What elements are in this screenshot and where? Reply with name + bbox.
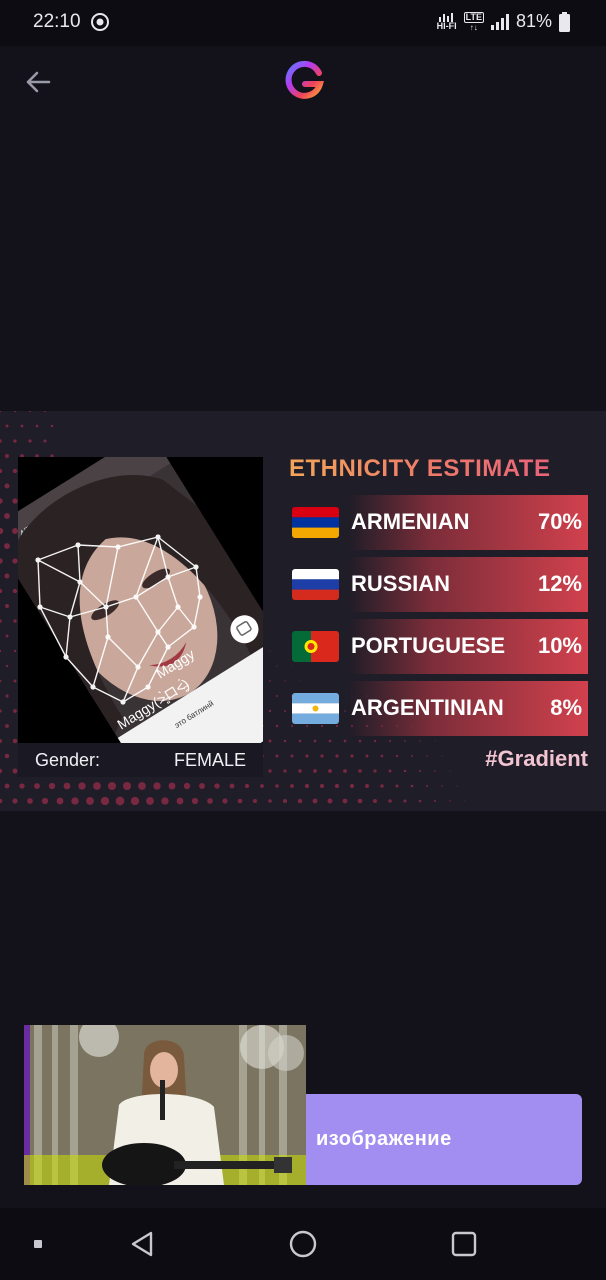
lte-icon: LTE ↑↓ [463, 11, 484, 32]
home-circle-icon [289, 1230, 317, 1258]
gender-bar: Gender: FEMALE [18, 743, 263, 777]
status-bar: 22:10 HI-FI LTE ↑↓ 81% [0, 0, 606, 46]
ethnicity-title: ETHNICITY ESTIMATE [289, 455, 551, 482]
system-nav-bar [0, 1208, 606, 1280]
armenia-flag-icon [292, 507, 339, 538]
russia-flag-icon [292, 569, 339, 600]
battery-percent: 81% [515, 11, 552, 31]
ethnicity-name: ARGENTINIAN [351, 695, 504, 720]
ethnicity-name: RUSSIAN [351, 571, 451, 596]
cast-icon [91, 13, 109, 31]
nav-home-button[interactable] [285, 1226, 321, 1262]
app-header [0, 46, 606, 118]
ethnicity-percent: 12% [537, 571, 582, 596]
battery-icon [559, 11, 570, 32]
gradient-logo-icon [285, 60, 324, 99]
ad-cta-button[interactable]: изображение [306, 1094, 582, 1185]
gender-value: FEMALE [173, 749, 246, 770]
ethnicity-bar [348, 495, 588, 550]
ethnicity-result-card[interactable]: 4/72 Maggy(˃̶͈̀ロ˂̶͈́) это батлинй Maggy … [0, 411, 606, 811]
ethnicity-bar [348, 619, 588, 674]
ethnicity-row: PORTUGUESE 10% [288, 619, 588, 674]
argentina-flag-icon [292, 693, 339, 724]
ethnicity-name: ARMENIAN [351, 509, 470, 534]
ad-video-thumbnail[interactable] [24, 1025, 306, 1185]
ethnicity-percent: 70% [537, 509, 582, 534]
menu-dot-icon [34, 1240, 42, 1248]
ethnicity-name: PORTUGUESE [351, 633, 506, 658]
signal-icon [490, 13, 509, 30]
nav-recents-button[interactable] [446, 1226, 482, 1262]
status-time: 22:10 [33, 11, 81, 32]
ethnicity-row: ARGENTINIAN 8% [288, 681, 588, 736]
gradient-hashtag: #Gradient [485, 746, 588, 771]
hifi-icon: HI-FI [437, 12, 457, 31]
ethnicity-bar [348, 681, 588, 736]
menu-button[interactable] [20, 1226, 56, 1262]
ethnicity-percent: 8% [550, 695, 582, 720]
nav-back-button[interactable] [124, 1226, 160, 1262]
ethnicity-row: RUSSIAN 12% [288, 557, 588, 612]
face-photo: 4/72 Maggy(˃̶͈̀ロ˂̶͈́) это батлинй Maggy [18, 457, 263, 743]
gender-label: Gender: [35, 749, 101, 770]
status-indicators: HI-FI LTE ↑↓ 81% [437, 11, 570, 32]
arrow-left-icon [26, 71, 51, 93]
recents-square-icon [451, 1231, 477, 1257]
back-triangle-icon [131, 1231, 153, 1257]
ad-banner[interactable]: изображение [24, 1025, 582, 1185]
ethnicity-percent: 10% [537, 633, 582, 658]
back-button[interactable] [20, 64, 56, 100]
portugal-flag-icon [292, 631, 339, 662]
ethnicity-bar [348, 557, 588, 612]
ethnicity-row: ARMENIAN 70% [288, 495, 588, 550]
